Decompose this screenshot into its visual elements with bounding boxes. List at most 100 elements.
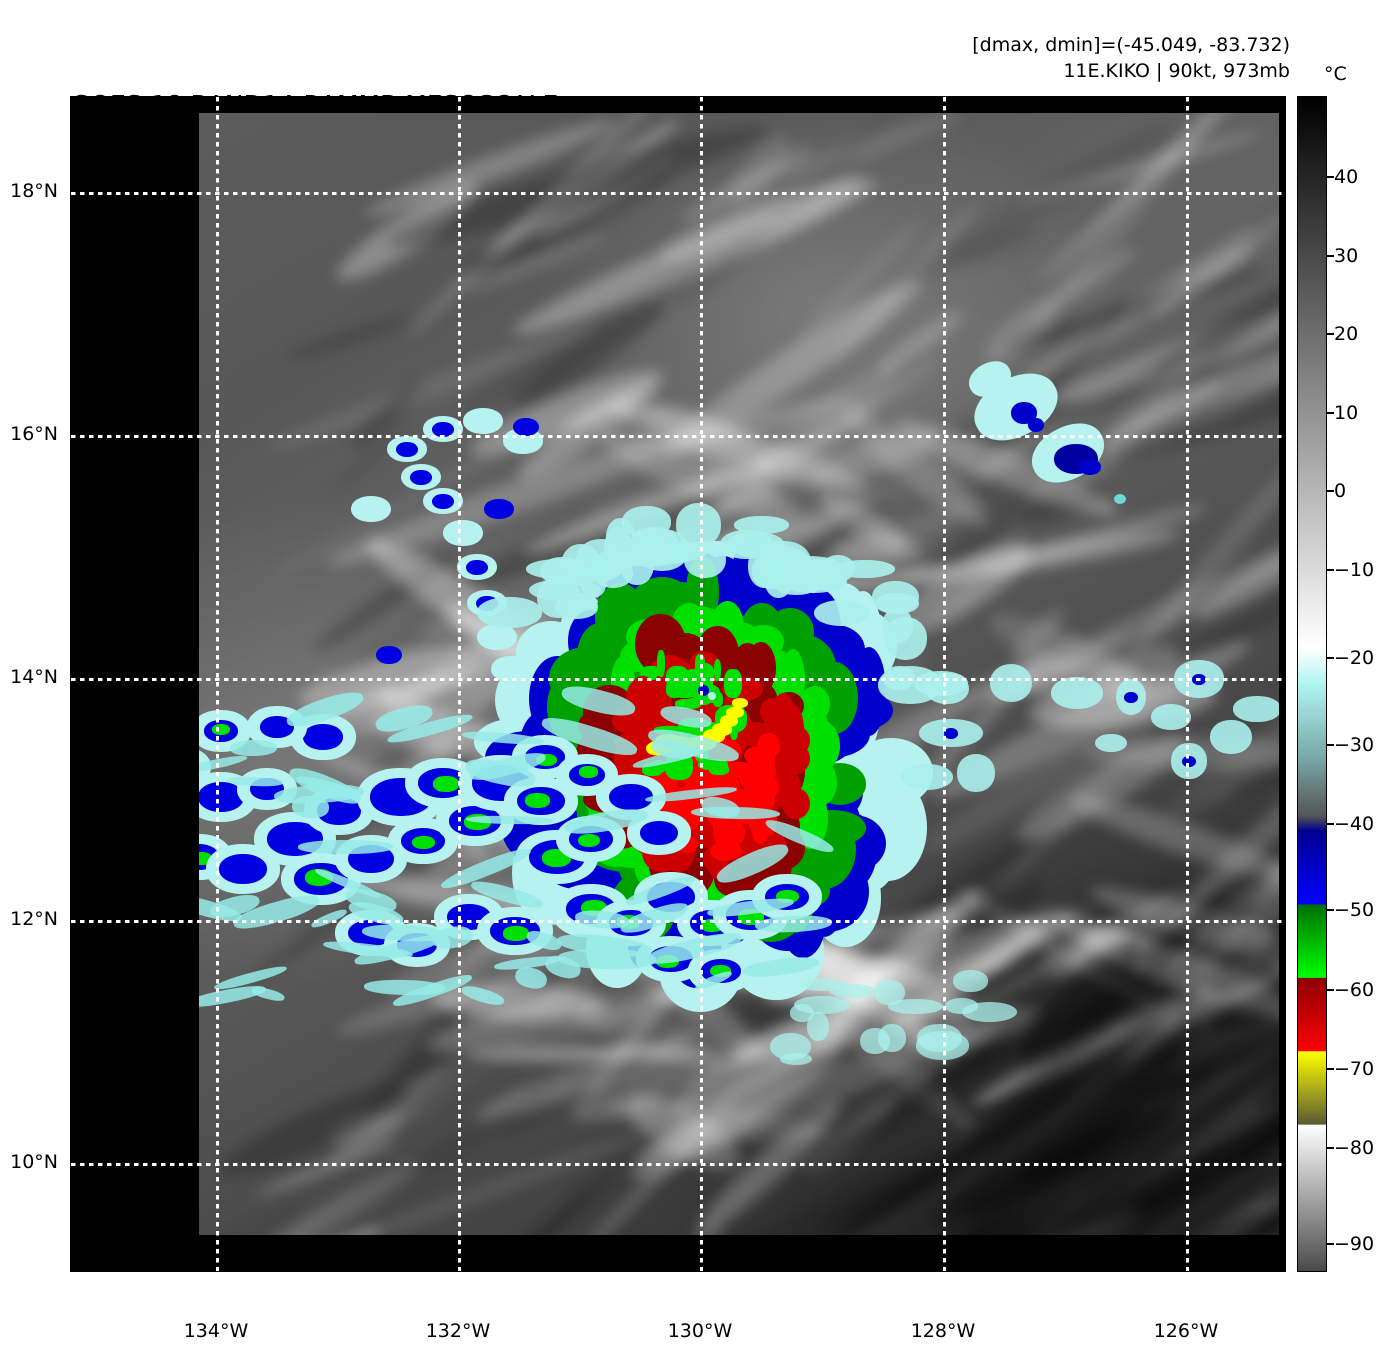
convective-cell xyxy=(774,692,793,721)
convective-cell xyxy=(708,692,716,700)
colorbar-tickmark-12 xyxy=(1327,1147,1334,1149)
colorbar-tickmark-9 xyxy=(1327,909,1334,911)
lat-tick-label-0: 18°N xyxy=(10,180,58,202)
colorbar-tick-label-8: −40 xyxy=(1334,813,1375,835)
gridline-lon-4 xyxy=(1186,97,1189,1271)
colorbar-tick-label-4: 0 xyxy=(1334,480,1347,502)
nodata-region-right xyxy=(1279,113,1285,1237)
gridline-lon-3 xyxy=(943,97,946,1271)
convective-cell xyxy=(913,670,968,697)
convective-cell xyxy=(799,978,847,991)
dmax-dmin-readout: [dmax, dmin]=(-45.049, -83.732) xyxy=(972,34,1290,56)
colorbar-tick-label-1: 30 xyxy=(1334,245,1359,267)
convective-cell xyxy=(875,592,920,614)
colorbar-tickmark-5 xyxy=(1327,569,1334,571)
convective-cell xyxy=(887,998,944,1014)
convective-cell xyxy=(732,698,748,708)
convective-cell xyxy=(443,520,483,546)
satellite-imagery-canvas: Copyright © 2020-2025 Dapiya xyxy=(71,97,1285,1271)
gridline-lat-3 xyxy=(71,920,1285,923)
colorbar-tick-label-7: −30 xyxy=(1334,734,1375,756)
convective-cell xyxy=(769,555,842,574)
lat-tick-label-3: 12°N xyxy=(10,908,58,930)
convective-cell xyxy=(579,766,598,778)
colorbar-tickmark-2 xyxy=(1327,333,1334,335)
colorbar-tickmark-13 xyxy=(1327,1243,1334,1245)
convective-cell xyxy=(640,821,678,845)
convective-cell xyxy=(577,833,601,848)
convective-cell xyxy=(989,664,1033,702)
convective-cell xyxy=(351,496,391,522)
colorbar-tick-label-3: 10 xyxy=(1334,402,1359,424)
convective-cell xyxy=(463,408,503,434)
colorbar-tickmark-4 xyxy=(1327,490,1334,492)
temperature-colorbar[interactable] xyxy=(1297,96,1327,1272)
header-meta-block: [dmax, dmin]=(-45.049, -83.732) 11E.KIKO… xyxy=(972,32,1290,84)
convective-cell xyxy=(298,839,393,854)
gridline-lat-1 xyxy=(71,435,1285,438)
gridline-lon-0 xyxy=(216,97,219,1271)
convective-cell xyxy=(1051,676,1103,710)
gridline-lat-2 xyxy=(71,678,1285,681)
convective-cell xyxy=(513,418,539,436)
convective-cell xyxy=(396,441,418,457)
lon-tick-label-4: 126°W xyxy=(1153,1320,1219,1342)
convective-cell xyxy=(944,727,958,739)
colorbar-tickmark-10 xyxy=(1327,989,1334,991)
nodata-region-bottom xyxy=(71,1235,1285,1271)
gridline-lat-0 xyxy=(71,192,1285,195)
colorbar-unit-label: °C xyxy=(1324,63,1347,85)
lon-tick-label-2: 130°W xyxy=(667,1320,733,1342)
convective-cell xyxy=(878,1024,906,1052)
colorbar-tick-label-6: −20 xyxy=(1334,647,1375,669)
convective-cell xyxy=(1182,755,1196,767)
storm-info-readout: 11E.KIKO | 90kt, 973mb xyxy=(1063,60,1290,82)
convective-cell xyxy=(726,706,744,718)
convective-cell xyxy=(759,762,776,782)
lon-tick-label-3: 128°W xyxy=(910,1320,976,1342)
convective-cell xyxy=(484,499,514,519)
colorbar-tick-label-12: −80 xyxy=(1334,1137,1375,1159)
convective-cell xyxy=(433,776,460,792)
convective-cell xyxy=(1124,691,1138,703)
convective-cell xyxy=(1209,720,1253,754)
convective-cell xyxy=(770,1033,811,1061)
colorbar-gradient xyxy=(1298,97,1326,1271)
colorbar-tick-label-13: −90 xyxy=(1334,1233,1375,1255)
colorbar-tick-label-5: −10 xyxy=(1334,559,1375,581)
convective-cell xyxy=(1028,418,1044,432)
convective-cell xyxy=(813,599,870,627)
colorbar-tick-label-9: −50 xyxy=(1334,899,1375,921)
convective-cell xyxy=(1114,494,1126,504)
convective-cell xyxy=(709,763,729,775)
convective-cell xyxy=(376,646,402,664)
convective-cell xyxy=(502,926,529,941)
convective-cell xyxy=(956,754,996,792)
convective-cell xyxy=(720,529,773,560)
colorbar-tickmark-6 xyxy=(1327,657,1334,659)
colorbar-tick-label-11: −70 xyxy=(1334,1058,1375,1080)
lat-tick-label-1: 16°N xyxy=(10,423,58,445)
convective-cell xyxy=(961,1001,1018,1023)
lat-tick-label-4: 10°N xyxy=(10,1151,58,1173)
nodata-region-top xyxy=(199,97,1285,113)
convective-cell xyxy=(1233,696,1281,722)
convective-cell xyxy=(303,724,343,750)
convective-cell xyxy=(640,666,662,677)
convective-cell xyxy=(675,503,721,547)
convective-cell xyxy=(412,835,436,850)
convective-cell xyxy=(219,854,267,884)
colorbar-tickmark-0 xyxy=(1327,176,1334,178)
lat-tick-label-2: 14°N xyxy=(10,666,58,688)
nodata-region-left xyxy=(71,97,199,1271)
convective-cell xyxy=(477,597,543,629)
convective-cell xyxy=(1095,733,1127,753)
colorbar-tickmark-1 xyxy=(1327,255,1334,257)
colorbar-tickmark-7 xyxy=(1327,744,1334,746)
convective-cell xyxy=(1079,459,1101,475)
convective-cell xyxy=(953,970,988,992)
convective-cell xyxy=(525,793,551,808)
colorbar-tick-label-10: −60 xyxy=(1334,979,1375,1001)
convective-cell xyxy=(410,469,432,485)
satellite-image-plot[interactable]: Copyright © 2020-2025 Dapiya xyxy=(70,96,1286,1272)
